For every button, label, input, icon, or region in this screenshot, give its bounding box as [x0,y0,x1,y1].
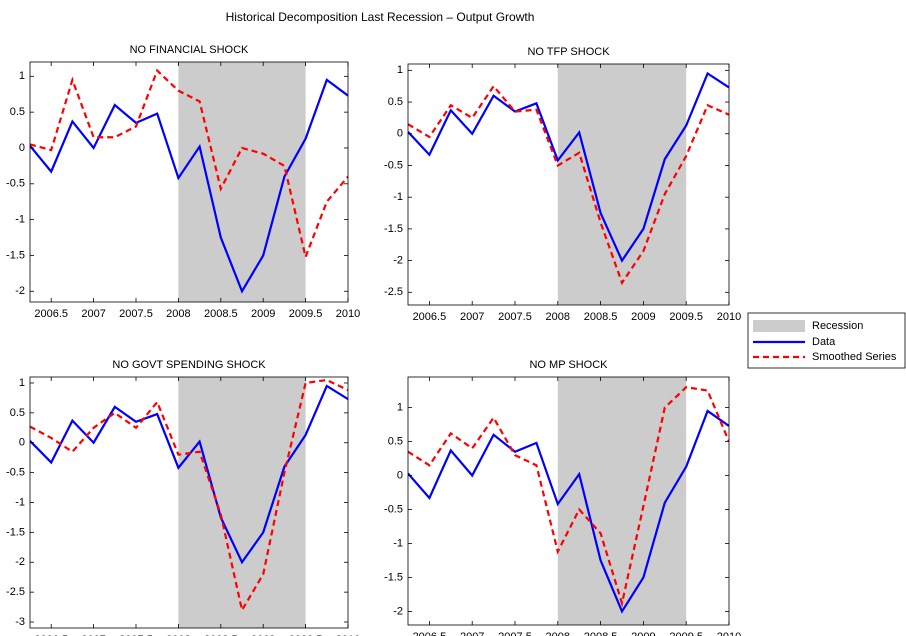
x-tick-label: 2010 [336,634,360,636]
x-tick-label: 2009 [251,634,275,636]
series-line [408,409,729,614]
x-tick-label: 2007 [460,311,484,323]
y-tick-label: -1 [393,191,403,203]
x-tick-label: 2006.5 [413,631,447,636]
x-tick-label: 2006.5 [413,311,447,323]
y-tick-label: 1 [19,377,25,389]
y-tick-label: -1 [15,214,25,226]
x-tick-label: 2007 [460,631,484,636]
x-tick-label: 2006.5 [34,308,68,320]
x-tick-label: 2008.5 [584,311,618,323]
x-tick-label: 2009 [631,311,655,323]
x-tick-label: 2009.5 [289,634,323,636]
y-tick-label: -1.5 [384,223,403,235]
series-line [408,71,729,263]
y-tick-label: -2 [393,255,403,267]
legend-label: Recession [812,320,863,332]
y-tick-label: 1 [397,64,403,76]
y-tick-label: -2.5 [6,586,25,598]
x-tick-label: 2007 [81,308,105,320]
x-tick-label: 2008.5 [584,631,618,636]
panel-title: NO MP SHOCK [529,359,608,371]
recession-shade [557,64,687,305]
y-tick-label: 1 [19,70,25,82]
y-tick-label: -0.5 [384,159,403,171]
y-tick-label: 0.5 [388,435,403,447]
y-tick-label: -0.5 [384,503,403,515]
x-tick-label: 2010 [336,308,360,320]
y-tick-label: -2.5 [384,286,403,298]
x-tick-label: 2009.5 [669,311,703,323]
x-tick-label: 2008 [546,631,570,636]
x-tick-label: 2008 [166,634,190,636]
y-tick-label: -1.5 [6,249,25,261]
y-tick-label: -1 [393,537,403,549]
x-tick-label: 2009.5 [289,308,323,320]
y-tick-label: 0.5 [10,106,25,118]
series-line [408,84,729,286]
x-tick-label: 2010 [717,631,741,636]
x-tick-label: 2007 [81,634,105,636]
x-tick-label: 2007.5 [498,631,532,636]
x-tick-label: 2007.5 [498,311,532,323]
series-line [408,386,729,608]
recession-shade [178,377,306,628]
x-tick-label: 2008.5 [204,308,238,320]
series-line [30,378,348,614]
y-tick-label: 0 [397,469,403,481]
series-line [30,78,348,294]
legend-label: Data [812,336,836,348]
series-line [30,68,348,261]
x-tick-label: 2008 [546,311,570,323]
x-tick-label: 2008.5 [204,634,238,636]
x-tick-label: 2009 [631,631,655,636]
y-tick-label: 0 [19,437,25,449]
y-tick-label: -1.5 [6,526,25,538]
x-tick-label: 2006.5 [34,634,68,636]
x-tick-label: 2009.5 [669,631,703,636]
y-tick-label: 0 [19,142,25,154]
y-tick-label: 0.5 [10,407,25,419]
y-tick-label: 1 [397,401,403,413]
panel-title: NO FINANCIAL SHOCK [130,44,249,56]
y-tick-label: -1 [15,496,25,508]
y-tick-label: -0.5 [6,467,25,479]
series-line [30,384,348,565]
x-tick-label: 2007.5 [119,634,153,636]
panel-title: NO TFP SHOCK [527,46,610,58]
y-tick-label: -1.5 [384,571,403,583]
y-tick-label: -0.5 [6,178,25,190]
legend-label: Smoothed Series [812,351,897,363]
y-tick-label: -3 [15,616,25,628]
axes-box [407,376,730,626]
axes-box [407,63,730,306]
y-tick-label: -2 [393,605,403,617]
y-tick-label: -2 [15,285,25,297]
y-tick-label: 0.5 [388,96,403,108]
recession-shade [178,62,306,302]
x-tick-label: 2008 [166,308,190,320]
legend-swatch [753,320,805,332]
y-tick-label: 0 [397,128,403,140]
x-tick-label: 2009 [251,308,275,320]
x-tick-label: 2007.5 [119,308,153,320]
axes-box [29,61,349,303]
x-tick-label: 2010 [717,311,741,323]
y-tick-label: -2 [15,556,25,568]
panel-title: NO GOVT SPENDING SHOCK [112,359,266,371]
figure-title: Historical Decomposition Last Recession … [226,10,535,24]
